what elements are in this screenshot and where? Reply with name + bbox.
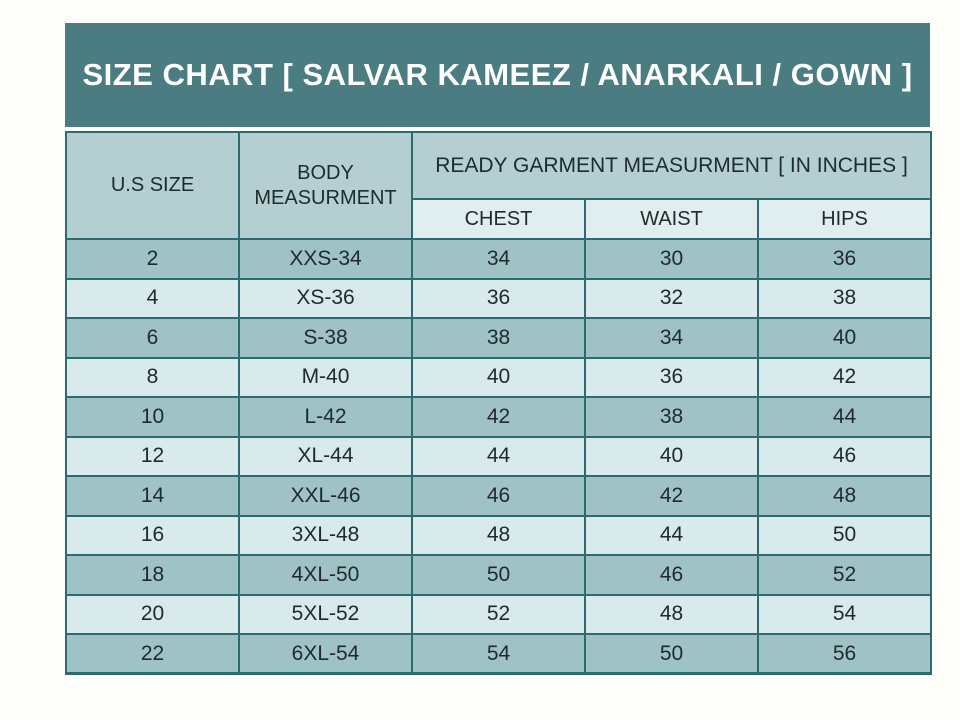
page-title: SIZE CHART [ SALVAR KAMEEZ / ANARKALI / … (65, 23, 930, 127)
cell-chest: 36 (411, 277, 586, 319)
cell-body-size: 5XL-52 (238, 593, 413, 635)
cell-waist: 32 (584, 277, 759, 319)
cell-body-size: 4XL-50 (238, 554, 413, 596)
cell-us-size: 8 (65, 356, 240, 398)
cell-waist: 38 (584, 396, 759, 438)
cell-chest: 44 (411, 435, 586, 477)
cell-chest: 52 (411, 593, 586, 635)
cell-waist: 40 (584, 435, 759, 477)
header-us-size: U.S SIZE (65, 131, 240, 240)
table-row: 8 M-40 40 36 42 (65, 356, 932, 398)
table-row: 4 XS-36 36 32 38 (65, 277, 932, 319)
table-row: 20 5XL-52 52 48 54 (65, 593, 932, 635)
cell-us-size: 16 (65, 514, 240, 556)
cell-hips: 44 (757, 396, 932, 438)
header-ready-garment-group: READY GARMENT MEASURMENT [ IN INCHES ] (411, 131, 932, 200)
cell-waist: 34 (584, 317, 759, 359)
cell-us-size: 22 (65, 633, 240, 675)
cell-body-size: XS-36 (238, 277, 413, 319)
cell-chest: 54 (411, 633, 586, 675)
cell-waist: 44 (584, 514, 759, 556)
cell-body-size: M-40 (238, 356, 413, 398)
size-chart-sheet: SIZE CHART [ SALVAR KAMEEZ / ANARKALI / … (65, 23, 932, 675)
cell-hips: 54 (757, 593, 932, 635)
table-header-row-main: U.S SIZE BODY MEASURMENT READY GARMENT M… (65, 131, 932, 240)
cell-waist: 48 (584, 593, 759, 635)
table-row: 22 6XL-54 54 50 56 (65, 633, 932, 675)
cell-us-size: 18 (65, 554, 240, 596)
cell-chest: 50 (411, 554, 586, 596)
header-waist: WAIST (584, 198, 759, 240)
cell-hips: 36 (757, 238, 932, 280)
size-chart-table: U.S SIZE BODY MEASURMENT READY GARMENT M… (65, 131, 932, 675)
header-chest: CHEST (411, 198, 586, 240)
cell-hips: 40 (757, 317, 932, 359)
cell-waist: 46 (584, 554, 759, 596)
table-row: 16 3XL-48 48 44 50 (65, 514, 932, 556)
cell-body-size: XL-44 (238, 435, 413, 477)
cell-body-size: 6XL-54 (238, 633, 413, 675)
cell-body-size: S-38 (238, 317, 413, 359)
cell-chest: 38 (411, 317, 586, 359)
table-row: 6 S-38 38 34 40 (65, 317, 932, 359)
cell-waist: 42 (584, 475, 759, 517)
cell-us-size: 14 (65, 475, 240, 517)
cell-hips: 48 (757, 475, 932, 517)
cell-chest: 42 (411, 396, 586, 438)
cell-chest: 40 (411, 356, 586, 398)
cell-us-size: 2 (65, 238, 240, 280)
header-hips: HIPS (757, 198, 932, 240)
table-row: 12 XL-44 44 40 46 (65, 435, 932, 477)
table-row: 10 L-42 42 38 44 (65, 396, 932, 438)
cell-hips: 50 (757, 514, 932, 556)
cell-chest: 48 (411, 514, 586, 556)
cell-hips: 42 (757, 356, 932, 398)
cell-us-size: 6 (65, 317, 240, 359)
cell-waist: 36 (584, 356, 759, 398)
cell-us-size: 12 (65, 435, 240, 477)
cell-us-size: 4 (65, 277, 240, 319)
cell-hips: 56 (757, 633, 932, 675)
cell-hips: 46 (757, 435, 932, 477)
header-body-measurement: BODY MEASURMENT (238, 131, 413, 240)
cell-body-size: 3XL-48 (238, 514, 413, 556)
cell-body-size: XXS-34 (238, 238, 413, 280)
cell-body-size: L-42 (238, 396, 413, 438)
cell-us-size: 10 (65, 396, 240, 438)
cell-chest: 46 (411, 475, 586, 517)
table-header-row-sub: CHEST WAIST HIPS (66, 198, 932, 240)
cell-waist: 30 (584, 238, 759, 280)
table-row: 2 XXS-34 34 30 36 (65, 238, 932, 280)
table-row: 18 4XL-50 50 46 52 (65, 554, 932, 596)
cell-body-size: XXL-46 (238, 475, 413, 517)
cell-us-size: 20 (65, 593, 240, 635)
cell-hips: 52 (757, 554, 932, 596)
table-row: 14 XXL-46 46 42 48 (65, 475, 932, 517)
cell-waist: 50 (584, 633, 759, 675)
cell-hips: 38 (757, 277, 932, 319)
cell-chest: 34 (411, 238, 586, 280)
